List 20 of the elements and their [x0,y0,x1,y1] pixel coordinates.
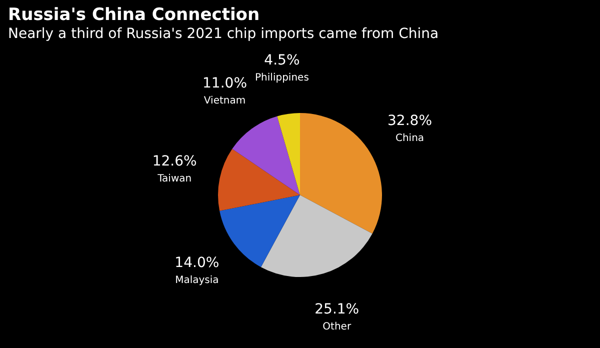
data-label: 25.1% [314,302,360,318]
chart-title: Russia's China Connection [8,5,260,25]
data-label: 14.0% [174,254,220,271]
data-label: 11.0% [202,75,248,92]
chart-subtitle: Nearly a third of Russia's 2021 chip imports came from China [8,26,439,42]
data-label: 32.8% [388,113,432,130]
data-label: 4.5% [264,52,300,68]
slice-label: Other [322,322,352,333]
pie-slice [218,148,300,211]
pie-slice [277,113,300,195]
data-label: 12.6% [152,153,197,170]
slice-label: Philippines [255,72,309,84]
pie-slice [260,195,372,277]
pie-slice [232,116,300,195]
slice-label: Malaysia [175,274,219,286]
pie-slice [220,195,300,268]
slice-label: Taiwan [156,173,192,184]
slice-label: Vietnam [204,95,246,106]
slice-label: China [395,133,424,144]
pie-slice [300,113,382,234]
